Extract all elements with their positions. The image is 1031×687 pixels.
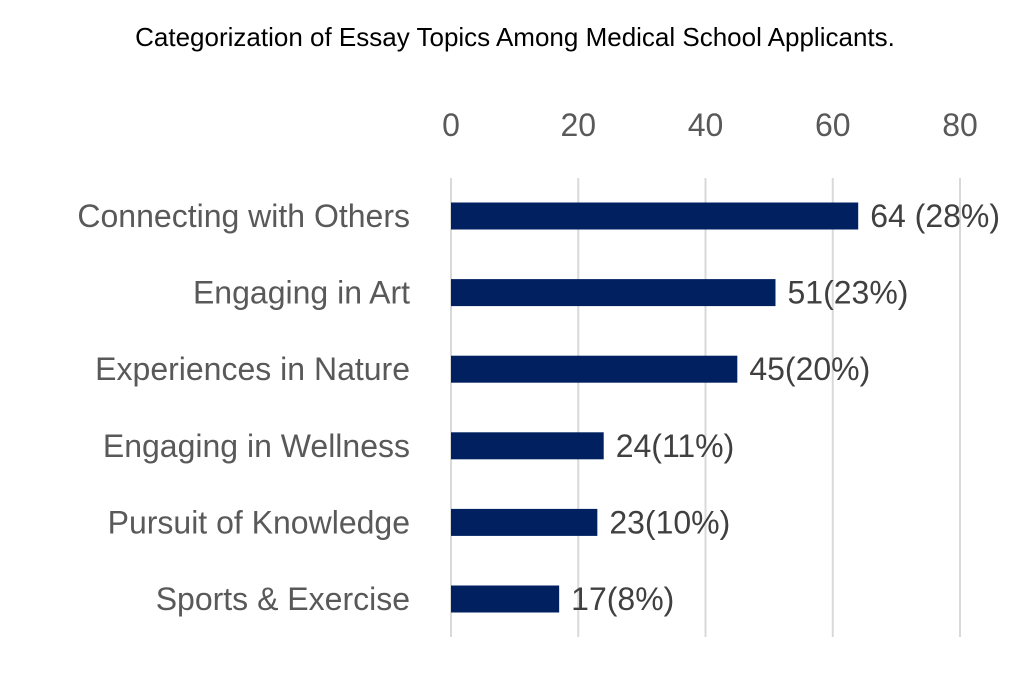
category-label: Pursuit of Knowledge xyxy=(108,504,410,540)
category-label: Engaging in Art xyxy=(193,275,410,311)
bars xyxy=(451,202,859,613)
x-tick-label: 80 xyxy=(942,107,978,143)
category-label: Connecting with Others xyxy=(77,198,410,234)
data-label: 17(8%) xyxy=(571,581,674,617)
data-label: 24(11%) xyxy=(616,428,735,464)
category-label: Experiences in Nature xyxy=(95,351,410,387)
category-labels: Connecting with Others Engaging in Art Exp… xyxy=(77,198,410,617)
x-tick-label: 0 xyxy=(442,107,460,143)
bar xyxy=(451,432,604,460)
x-axis-ticks: 0 20 40 60 80 xyxy=(442,107,978,143)
data-label: 64 (28%) xyxy=(870,198,1000,234)
bar xyxy=(451,585,560,613)
data-label: 51(23%) xyxy=(787,275,908,311)
data-label: 45(20%) xyxy=(749,351,870,387)
data-label: 23(10%) xyxy=(609,504,730,540)
bar xyxy=(451,279,776,307)
x-tick-label: 60 xyxy=(815,107,851,143)
bar xyxy=(451,202,859,230)
chart-title: Categorization of Essay Topics Among Med… xyxy=(135,22,895,52)
data-labels: 64 (28%) 51(23%) 45(20%) 24(11%) 23(10%) 17(8… xyxy=(571,198,1000,617)
gridlines xyxy=(450,178,961,637)
bar xyxy=(451,355,738,383)
category-label: Sports & Exercise xyxy=(156,581,410,617)
bar xyxy=(451,508,598,536)
category-label: Engaging in Wellness xyxy=(103,428,410,464)
x-tick-label: 40 xyxy=(688,107,724,143)
x-tick-label: 20 xyxy=(560,107,596,143)
